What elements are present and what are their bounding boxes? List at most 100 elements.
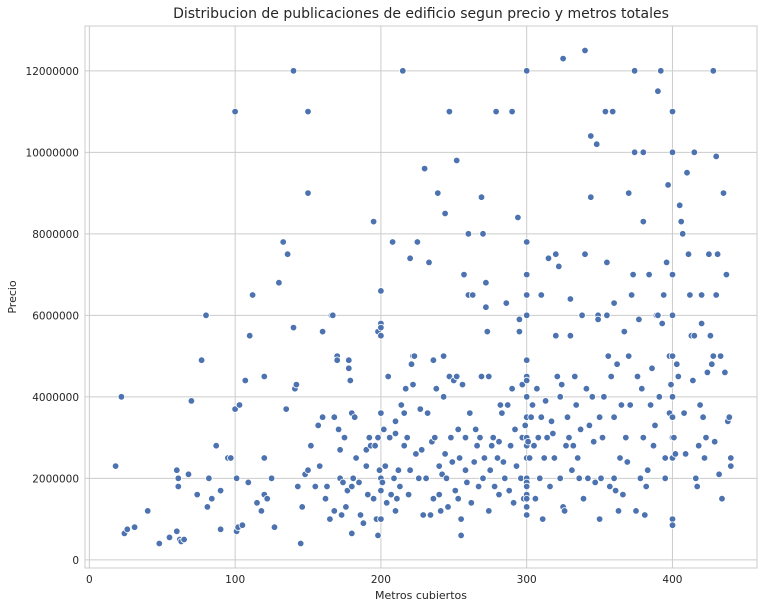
scatter-point	[377, 332, 385, 340]
scatter-point	[709, 352, 717, 360]
scatter-point	[664, 181, 672, 189]
scatter-point	[495, 438, 503, 446]
scatter-point	[668, 107, 677, 116]
scatter-point	[693, 482, 701, 491]
scatter-point	[460, 270, 468, 279]
scatter-point	[703, 368, 712, 377]
scatter-point	[575, 474, 583, 482]
scatter-point	[610, 299, 618, 307]
scatter-point	[375, 466, 384, 474]
scatter-point	[562, 442, 570, 450]
scatter-point	[480, 454, 489, 462]
scatter-point	[304, 466, 312, 474]
scatter-point	[556, 474, 564, 482]
scatter-point	[270, 523, 279, 531]
scatter-point	[668, 413, 677, 421]
scatter-point	[495, 490, 503, 499]
scatter-point	[676, 201, 684, 209]
scatter-point	[413, 238, 422, 246]
scatter-point	[457, 531, 465, 540]
scatter-point	[451, 486, 459, 495]
scatter-point	[641, 511, 649, 519]
scatter-point	[384, 372, 392, 381]
scatter-point	[509, 499, 518, 507]
scatter-point	[521, 421, 529, 430]
scatter-point	[307, 442, 315, 450]
scatter-point	[399, 67, 407, 75]
scatter-point	[603, 258, 611, 267]
scatter-point	[356, 511, 365, 519]
scatter-point	[523, 503, 531, 511]
scatter-point	[362, 462, 370, 470]
scatter-point	[180, 535, 188, 544]
scatter-point	[553, 372, 561, 381]
scatter-point	[498, 409, 506, 417]
scatter-point	[563, 413, 572, 421]
scatter-point	[635, 315, 643, 324]
scatter-point	[380, 425, 388, 434]
scatter-point	[282, 405, 290, 413]
scatter-point	[566, 295, 575, 303]
scatter-point	[330, 507, 338, 515]
scatter-point	[668, 352, 677, 360]
scatter-point	[579, 495, 588, 503]
scatter-point	[718, 495, 726, 503]
y-tick-label: 4000000	[32, 392, 79, 404]
scatter-point	[429, 356, 438, 364]
scatter-point	[453, 372, 461, 381]
scatter-point	[248, 291, 257, 299]
scatter-point	[523, 511, 531, 519]
scatter-point	[648, 364, 656, 372]
scatter-point	[426, 511, 435, 519]
scatter-point	[383, 499, 391, 507]
scatter-point	[593, 140, 601, 148]
scatter-point	[203, 503, 212, 511]
scatter-point	[374, 531, 382, 540]
scatter-point	[355, 478, 363, 487]
scatter-point	[610, 474, 618, 482]
scatter-point	[646, 401, 655, 409]
scatter-point	[667, 380, 675, 389]
scatter-point	[377, 287, 385, 295]
scatter-point	[590, 438, 598, 446]
scatter-point	[485, 372, 493, 381]
scatter-point	[660, 291, 668, 299]
scatter-point	[155, 539, 163, 548]
scatter-point	[407, 360, 416, 368]
scatter-point	[662, 258, 671, 267]
scatter-point	[374, 433, 382, 442]
scatter-point	[695, 442, 703, 450]
scatter-point	[528, 401, 537, 409]
scatter-point	[541, 397, 550, 405]
scatter-point	[429, 495, 438, 503]
scatter-point	[294, 482, 302, 491]
scatter-point	[649, 442, 658, 450]
scatter-point	[173, 527, 181, 535]
scatter-point	[387, 490, 395, 499]
scatter-point	[639, 217, 647, 226]
scatter-point	[216, 486, 225, 495]
scatter-point	[715, 470, 723, 478]
scatter-point	[337, 511, 346, 519]
scatter-point	[578, 311, 586, 319]
scatter-point	[565, 433, 573, 442]
scatter-point	[587, 193, 595, 201]
scatter-point	[654, 87, 662, 95]
scatter-point	[546, 482, 554, 491]
scatter-point	[533, 385, 541, 393]
scatter-point	[544, 254, 553, 262]
scatter-point	[483, 327, 491, 336]
scatter-point	[638, 385, 646, 393]
scatter-point	[461, 466, 470, 474]
scatter-point	[304, 107, 312, 116]
scatter-point	[668, 515, 677, 523]
scatter-point	[556, 393, 564, 401]
scatter-point	[396, 482, 404, 491]
scatter-point	[321, 495, 330, 503]
scatter-point	[654, 311, 662, 319]
scatter-point	[587, 132, 595, 140]
scatter-point	[696, 401, 704, 409]
scatter-point	[555, 262, 563, 271]
scatter-point	[336, 446, 344, 454]
